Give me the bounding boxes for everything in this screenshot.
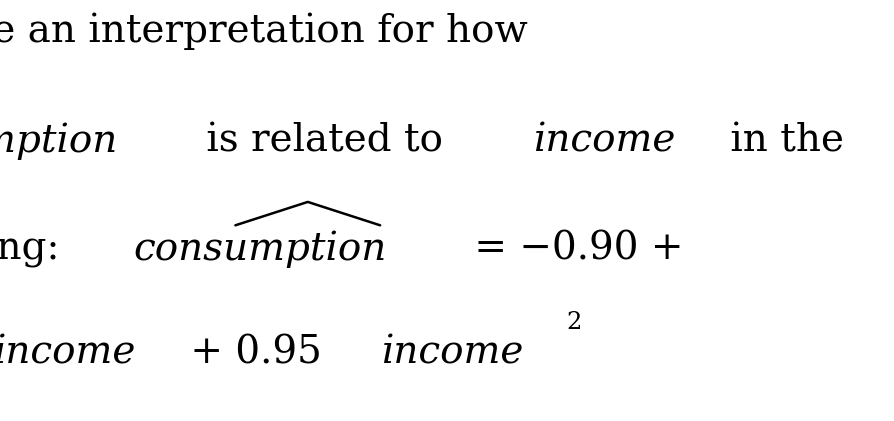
Text: income: income — [0, 334, 136, 371]
Text: consumption: consumption — [0, 123, 118, 160]
Text: following:: following: — [0, 230, 72, 269]
Text: + 0.95: + 0.95 — [178, 334, 334, 371]
Text: = −0.90 +: = −0.90 + — [462, 230, 683, 267]
Text: income: income — [381, 334, 523, 371]
Text: is related to: is related to — [193, 123, 454, 160]
Text: consumption: consumption — [133, 230, 386, 268]
Text: income: income — [533, 123, 675, 160]
Text: Provide an interpretation for how: Provide an interpretation for how — [0, 12, 527, 50]
Text: 2: 2 — [566, 311, 581, 334]
Text: in the: in the — [717, 123, 843, 160]
